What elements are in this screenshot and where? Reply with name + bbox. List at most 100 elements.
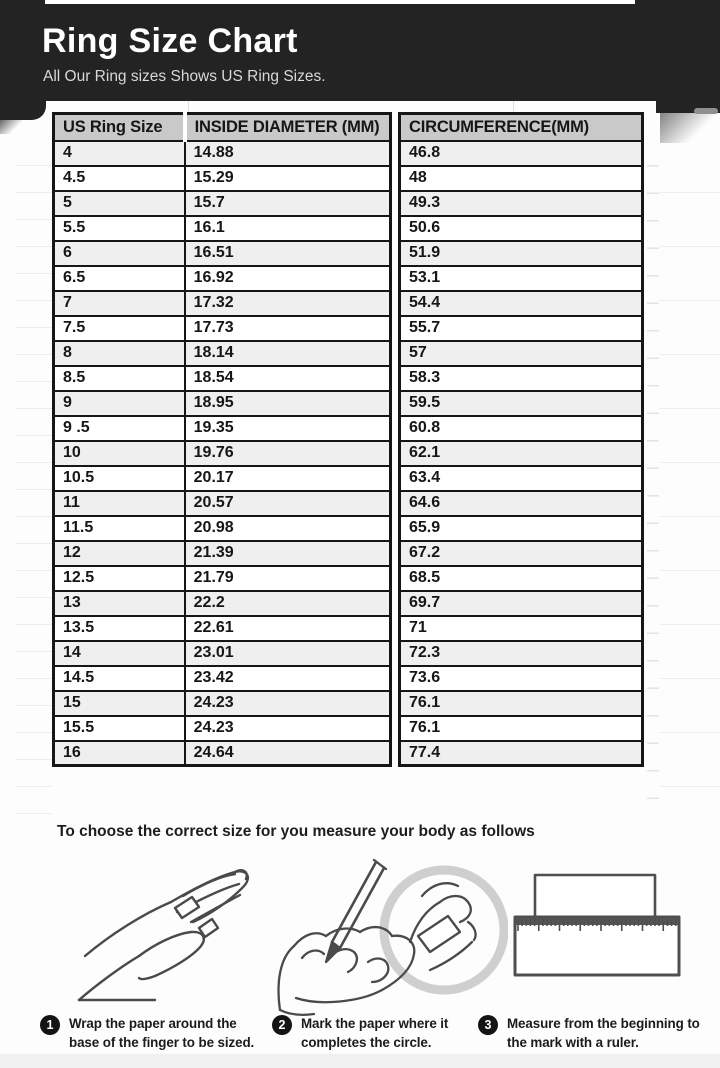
step-1: 1 Wrap the paper around the base of the … — [40, 1014, 270, 1052]
cell-us-ring-size: 5 — [52, 189, 186, 217]
table-row: 14 23.01 — [52, 639, 392, 667]
table-row: 6.5 16.92 — [52, 264, 392, 292]
cell-us-ring-size: 13 — [52, 589, 186, 617]
table-row: 4.5 15.29 — [52, 164, 392, 192]
table-row: 72.3 — [398, 639, 644, 667]
cell-us-ring-size: 13.5 — [52, 614, 186, 642]
table-row: 57 — [398, 339, 644, 367]
cell-inside-diameter: 16.51 — [183, 239, 392, 267]
cell-inside-diameter: 21.79 — [183, 564, 392, 592]
table-row: 12.5 21.79 — [52, 564, 392, 592]
table-row: 64.6 — [398, 489, 644, 517]
cell-circumference: 67.2 — [398, 539, 644, 567]
cell-inside-diameter: 24.23 — [183, 689, 392, 717]
table-row: 54.4 — [398, 289, 644, 317]
cell-inside-diameter: 18.54 — [183, 364, 392, 392]
cell-inside-diameter: 22.61 — [183, 614, 392, 642]
cell-circumference: 76.1 — [398, 689, 644, 717]
cell-circumference: 50.6 — [398, 214, 644, 242]
cell-circumference: 57 — [398, 339, 644, 367]
cell-us-ring-size: 15.5 — [52, 714, 186, 742]
cell-circumference: 58.3 — [398, 364, 644, 392]
cell-us-ring-size: 7 — [52, 289, 186, 317]
cell-inside-diameter: 20.57 — [183, 489, 392, 517]
table-row: 8 18.14 — [52, 339, 392, 367]
table-row: 49.3 — [398, 189, 644, 217]
measure-instruction-heading: To choose the correct size for you measu… — [57, 823, 535, 840]
table-row: 60.8 — [398, 414, 644, 442]
header-left-corner — [0, 100, 46, 134]
cell-inside-diameter: 24.64 — [183, 739, 392, 767]
cell-us-ring-size: 12 — [52, 539, 186, 567]
column-header-circumference: CIRCUMFERENCE(MM) — [398, 112, 644, 142]
cell-us-ring-size: 14.5 — [52, 664, 186, 692]
cell-circumference: 68.5 — [398, 564, 644, 592]
cell-circumference: 53.1 — [398, 264, 644, 292]
table-row: 62.1 — [398, 439, 644, 467]
column-header-us-ring-size: US Ring Size — [52, 112, 187, 142]
table-row: 46.8 — [398, 139, 644, 167]
ruler-measuring-paper-icon — [505, 865, 695, 987]
table-row: 16 24.64 — [52, 739, 392, 767]
table-row: 13 22.2 — [52, 589, 392, 617]
step-3: 3 Measure from the beginning to the mark… — [478, 1014, 718, 1052]
table-row: 4 14.88 — [52, 139, 392, 167]
size-table-body-left: 4 14.88 4.5 15.29 5 15.7 5.5 16.1 6 16.51 6.5 16.92… — [52, 139, 392, 767]
cell-circumference: 51.9 — [398, 239, 644, 267]
page-title: Ring Size Chart — [42, 22, 298, 60]
cell-circumference: 73.6 — [398, 664, 644, 692]
table-row: 9 .5 19.35 — [52, 414, 392, 442]
table-row: 67.2 — [398, 539, 644, 567]
cell-inside-diameter: 21.39 — [183, 539, 392, 567]
cell-inside-diameter: 19.76 — [183, 439, 392, 467]
table-row: 51.9 — [398, 239, 644, 267]
cell-circumference: 64.6 — [398, 489, 644, 517]
cell-inside-diameter: 23.01 — [183, 639, 392, 667]
cell-us-ring-size: 14 — [52, 639, 186, 667]
table-row: 76.1 — [398, 714, 644, 742]
hand-marking-paper-with-pencil-icon — [272, 850, 508, 1018]
cell-us-ring-size: 4 — [52, 139, 186, 167]
table-row: 65.9 — [398, 514, 644, 542]
table-row: 73.6 — [398, 664, 644, 692]
size-table-body-right: 46.8 48 49.3 50.6 51.9 53.1 54.4 55.7 57 58.3 59.5… — [398, 139, 644, 767]
cell-us-ring-size: 11.5 — [52, 514, 186, 542]
table-row: 7 17.32 — [52, 289, 392, 317]
cell-us-ring-size: 12.5 — [52, 564, 186, 592]
cell-us-ring-size: 4.5 — [52, 164, 186, 192]
cell-us-ring-size: 11 — [52, 489, 186, 517]
cell-inside-diameter: 19.35 — [183, 414, 392, 442]
table-row: 59.5 — [398, 389, 644, 417]
table-row: 71 — [398, 614, 644, 642]
cell-inside-diameter: 16.92 — [183, 264, 392, 292]
cell-circumference: 63.4 — [398, 464, 644, 492]
table-row: 9 18.95 — [52, 389, 392, 417]
size-diameter-table: US Ring Size INSIDE DIAMETER (MM) 4 14.88… — [52, 112, 392, 767]
cell-circumference: 76.1 — [398, 714, 644, 742]
table-row: 14.5 23.42 — [52, 664, 392, 692]
table-row: 15 24.23 — [52, 689, 392, 717]
cell-circumference: 46.8 — [398, 139, 644, 167]
cell-inside-diameter: 15.7 — [183, 189, 392, 217]
scrubber-pill-icon — [694, 108, 718, 114]
table-row: 13.5 22.61 — [52, 614, 392, 642]
cell-inside-diameter: 20.17 — [183, 464, 392, 492]
cell-inside-diameter: 18.95 — [183, 389, 392, 417]
gridline-top-tick — [188, 101, 189, 112]
table-row: 12 21.39 — [52, 539, 392, 567]
step-2-number-badge: 2 — [272, 1015, 292, 1035]
table-row: 50.6 — [398, 214, 644, 242]
cell-inside-diameter: 17.32 — [183, 289, 392, 317]
table-row: 7.5 17.73 — [52, 314, 392, 342]
cell-us-ring-size: 10 — [52, 439, 186, 467]
cell-inside-diameter: 18.14 — [183, 339, 392, 367]
cell-us-ring-size: 15 — [52, 689, 186, 717]
cell-circumference: 60.8 — [398, 414, 644, 442]
cell-inside-diameter: 17.73 — [183, 314, 392, 342]
cell-circumference: 48 — [398, 164, 644, 192]
circumference-table: CIRCUMFERENCE(MM) 46.8 48 49.3 50.6 51.9 53.1… — [398, 112, 644, 767]
cell-us-ring-size: 6 — [52, 239, 186, 267]
gridline-top-tick — [513, 101, 514, 112]
gridlines-right-margin — [659, 139, 720, 815]
